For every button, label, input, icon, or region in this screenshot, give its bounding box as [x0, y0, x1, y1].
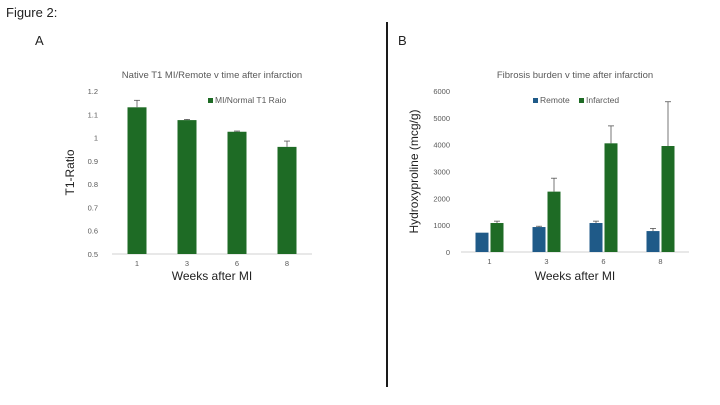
chart-a-x-tick-label: 1 — [135, 259, 139, 268]
panel-label-b: B — [398, 33, 407, 48]
chart-b-bar — [661, 146, 675, 252]
figure-title: Figure 2: — [6, 5, 58, 20]
chart-a-bar — [127, 107, 147, 254]
chart-a-y-tick-label: 1.2 — [88, 87, 98, 96]
chart-b-x-tick-label: 6 — [601, 257, 605, 266]
chart-b-bar — [532, 227, 546, 252]
chart-b-bar — [604, 143, 618, 252]
chart-a-y-axis-label: T1-Ratio — [63, 149, 77, 195]
chart-b-legend-label: Infarcted — [586, 95, 619, 105]
chart-a-legend-swatch — [208, 98, 213, 103]
chart-b-bar — [475, 232, 489, 252]
chart-b-bar — [547, 191, 561, 252]
chart-b-y-tick-label: 6000 — [433, 87, 450, 96]
chart-a-y-tick-label: 0.8 — [88, 180, 98, 189]
chart-a-legend-label: MI/Normal T1 Raio — [215, 95, 286, 105]
chart-a-y-tick-label: 1.1 — [88, 110, 98, 119]
chart-b-y-tick-label: 2000 — [433, 194, 450, 203]
chart-b-y-tick-label: 5000 — [433, 114, 450, 123]
chart-b-y-tick-label: 0 — [446, 248, 450, 257]
chart-b-y-tick-label: 1000 — [433, 221, 450, 230]
chart-a-bar — [277, 146, 297, 254]
chart-b-legend-label: Remote — [540, 95, 570, 105]
chart-a-x-tick-label: 3 — [185, 259, 189, 268]
chart-a-y-tick-label: 0.6 — [88, 227, 98, 236]
chart-a-title: Native T1 MI/Remote v time after infarct… — [122, 70, 302, 81]
chart-b-y-tick-label: 4000 — [433, 141, 450, 150]
chart-a-y-tick-label: 0.7 — [88, 203, 98, 212]
chart-b-x-axis-label: Weeks after MI — [535, 269, 615, 283]
chart-b-x-tick-label: 1 — [487, 257, 491, 266]
chart-b-bar — [589, 223, 603, 252]
chart-a-y-tick-label: 1 — [94, 134, 98, 143]
panel-label-a: A — [35, 33, 44, 48]
chart-a-bar — [177, 120, 197, 254]
chart-b-x-tick-label: 8 — [658, 257, 662, 266]
chart-b-bar — [490, 223, 504, 252]
chart-b-y-axis-label: Hydroxyproline (mcg/g) — [407, 109, 421, 233]
chart-a-x-tick-label: 8 — [285, 259, 289, 268]
chart-a-x-axis-label: Weeks after MI — [172, 269, 252, 283]
chart-b-legend-swatch — [533, 98, 538, 103]
chart-a-bar — [227, 131, 247, 254]
chart-b-bar — [646, 231, 660, 252]
panel-divider — [386, 22, 388, 387]
chart-a-y-tick-label: 0.5 — [88, 250, 98, 259]
chart-b-title: Fibrosis burden v time after infarction — [497, 70, 653, 81]
chart-a-x-tick-label: 6 — [235, 259, 239, 268]
chart-a-y-tick-label: 0.9 — [88, 157, 98, 166]
chart-b-y-tick-label: 3000 — [433, 168, 450, 177]
chart-b-x-tick-label: 3 — [544, 257, 548, 266]
chart-b-legend-swatch — [579, 98, 584, 103]
